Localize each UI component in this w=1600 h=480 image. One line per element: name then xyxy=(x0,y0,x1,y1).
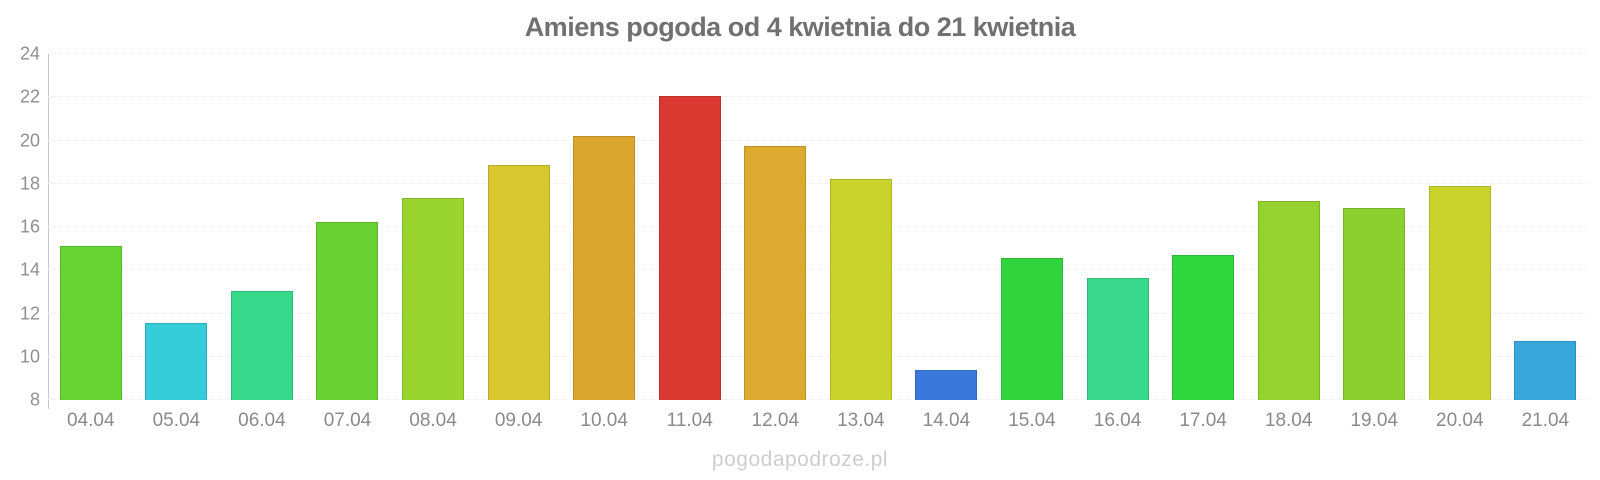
bar-19.04 xyxy=(1343,207,1406,400)
category-slot-13.04: 13.04 xyxy=(818,54,904,431)
bar-12.04 xyxy=(744,145,807,400)
gridline-y-24: 24 xyxy=(20,44,1588,64)
bar-11.04 xyxy=(658,96,721,400)
gridline-y-14: 14 xyxy=(20,260,1588,280)
y-tick-label-12: 12 xyxy=(19,303,40,323)
x-tick-label-21.04: 21.04 xyxy=(1521,410,1570,431)
bar-04.04 xyxy=(59,246,122,400)
x-tick-label-17.04: 17.04 xyxy=(1179,410,1227,431)
y-tick-label-14: 14 xyxy=(19,259,40,280)
category-slot-14.04: 14.04 xyxy=(904,54,990,431)
gridline-y-20: 20 xyxy=(20,130,1588,150)
y-tick-label-20: 20 xyxy=(19,130,40,150)
chart-title: Amiens pogoda od 4 kwietnia do 21 kwietn… xyxy=(524,12,1076,42)
x-tick-label-09.04: 09.04 xyxy=(494,410,543,431)
x-tick-label-07.04: 07.04 xyxy=(323,410,372,431)
gridline-y-16: 16 xyxy=(20,217,1588,237)
x-tick-label-08.04: 08.04 xyxy=(409,410,457,431)
category-slot-17.04: 17.04 xyxy=(1160,54,1246,431)
bar-16.04 xyxy=(1086,277,1149,400)
category-slot-19.04: 19.04 xyxy=(1331,54,1417,431)
category-slot-07.04: 07.04 xyxy=(305,54,391,431)
bar-20.04 xyxy=(1428,185,1491,400)
bar-06.04 xyxy=(230,290,293,400)
gridline-y-12: 12 xyxy=(20,303,1588,323)
category-slot-06.04: 06.04 xyxy=(219,54,305,431)
category-slot-09.04: 09.04 xyxy=(476,54,562,431)
x-tick-label-13.04: 13.04 xyxy=(837,410,885,431)
x-tick-label-06.04: 06.04 xyxy=(238,410,286,431)
x-tick-label-11.04: 11.04 xyxy=(666,410,713,431)
gridline-y-8: 8 xyxy=(30,390,1588,410)
x-tick-label-10.04: 10.04 xyxy=(580,410,628,431)
y-tick-label-10: 10 xyxy=(19,346,40,367)
x-tick-label-18.04: 18.04 xyxy=(1264,410,1313,431)
category-slot-10.04: 10.04 xyxy=(561,54,647,431)
bar-15.04 xyxy=(1000,258,1063,400)
x-tick-label-19.04: 19.04 xyxy=(1350,410,1398,431)
bar-17.04 xyxy=(1172,255,1235,400)
gridline-y-10: 10 xyxy=(20,346,1588,366)
x-tick-label-14.04: 14.04 xyxy=(922,410,971,431)
x-tick-label-04.04: 04.04 xyxy=(67,410,115,431)
x-tick-label-05.04: 05.04 xyxy=(152,410,201,431)
y-axis-line xyxy=(48,54,49,409)
category-slot-16.04: 16.04 xyxy=(1075,54,1161,431)
bar-18.04 xyxy=(1257,201,1320,400)
category-slot-04.04: 04.04 xyxy=(48,54,134,431)
bar-14.04 xyxy=(915,369,978,400)
y-tick-label-18: 18 xyxy=(19,173,40,194)
x-tick-label-16.04: 16.04 xyxy=(1093,410,1142,431)
category-slot-20.04: 20.04 xyxy=(1417,54,1503,431)
bar-21.04 xyxy=(1514,340,1577,400)
gridline-y-22: 22 xyxy=(20,87,1588,107)
bar-07.04 xyxy=(316,221,379,400)
category-slot-05.04: 05.04 xyxy=(134,54,220,431)
category-slot-08.04: 08.04 xyxy=(390,54,476,431)
x-tick-label-15.04: 15.04 xyxy=(1008,410,1056,431)
y-tick-label-8: 8 xyxy=(29,389,40,410)
bar-10.04 xyxy=(573,136,636,400)
bar-09.04 xyxy=(487,165,550,400)
bars-layer: 04.04 05.04 06.04 07.04 08.04 09.04 10.04 11.04… xyxy=(48,54,1589,431)
category-slot-12.04: 12.04 xyxy=(733,54,819,431)
y-tick-label-24: 24 xyxy=(19,43,40,64)
x-tick-label-20.04: 20.04 xyxy=(1436,410,1484,431)
category-slot-11.04: 11.04 xyxy=(647,54,733,431)
category-slot-21.04: 21.04 xyxy=(1503,54,1589,431)
plot-area: 8 10 12 14 16 18 20 22 24 04.04 05.04 06.04 07.04 08… xyxy=(20,44,1589,431)
gridline-y-18: 18 xyxy=(20,173,1588,193)
bar-13.04 xyxy=(829,179,892,400)
x-tick-label-12.04: 12.04 xyxy=(751,410,800,431)
bar-08.04 xyxy=(402,197,465,400)
bar-05.04 xyxy=(145,323,208,400)
category-slot-18.04: 18.04 xyxy=(1246,54,1332,431)
watermark: pogodapodroze.pl xyxy=(711,448,889,471)
y-tick-label-22: 22 xyxy=(19,86,40,107)
category-slot-15.04: 15.04 xyxy=(989,54,1075,431)
y-tick-label-16: 16 xyxy=(19,216,40,237)
